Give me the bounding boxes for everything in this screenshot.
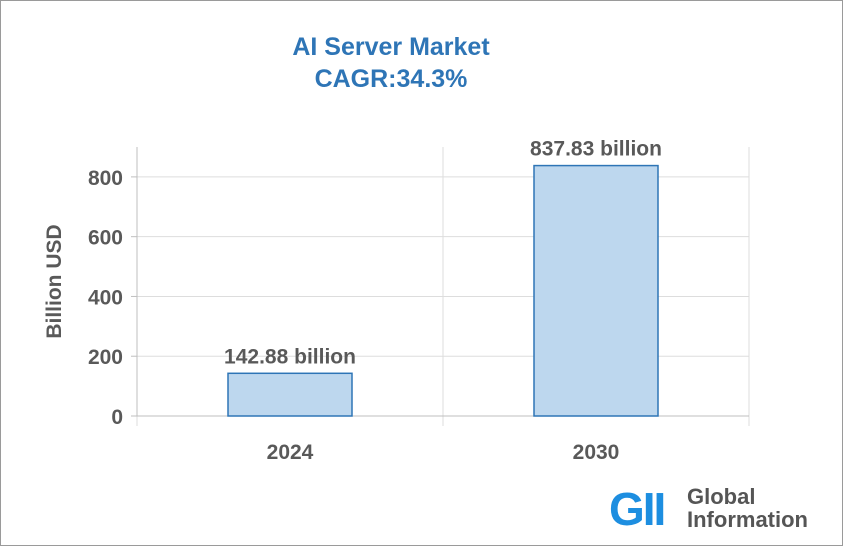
- y-tick-label: 800: [88, 167, 123, 190]
- x-tick-label-2024: 2024: [267, 441, 314, 464]
- labels: 0 200 400 600 800 142.88 billion 2024 837.83 bi…: [43, 138, 662, 464]
- y-tick-label: 0: [111, 406, 123, 429]
- chart-subtitle-cagr: CAGR:34.3%: [314, 65, 468, 93]
- data-label-2024: 142.88 billion: [224, 345, 356, 368]
- logo-wordmark: Global Information: [687, 485, 808, 531]
- y-tick-label: 200: [88, 346, 123, 369]
- gii-logo-mark: GII: [609, 483, 666, 535]
- y-tick-label: 400: [88, 286, 123, 309]
- chart-title: AI Server Market CAGR:34.3%: [191, 31, 591, 95]
- global-information-logo: GII Global Information: [609, 481, 834, 537]
- y-axis-title: Billion USD: [43, 224, 66, 338]
- y-tick-label: 600: [88, 227, 123, 250]
- logo-line2: Information: [687, 507, 808, 532]
- logo-line1: Global: [687, 484, 756, 509]
- bar-2030: [533, 164, 659, 417]
- bar-2024: [227, 372, 353, 417]
- bars: [227, 164, 659, 417]
- data-label-2030: 837.83 billion: [530, 138, 662, 161]
- chart-title-line1: AI Server Market: [292, 33, 490, 61]
- x-tick-label-2030: 2030: [573, 441, 620, 464]
